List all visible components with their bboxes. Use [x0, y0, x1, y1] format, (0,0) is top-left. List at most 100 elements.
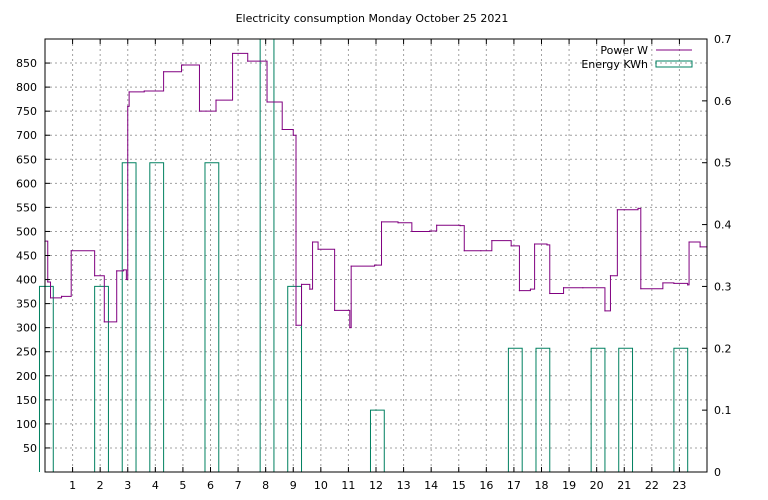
power-point — [247, 60, 249, 62]
power-point — [292, 134, 294, 136]
power-point — [688, 241, 690, 243]
power-point — [123, 269, 125, 271]
x-tick-label: 18 — [535, 479, 549, 492]
y-tick-label: 200 — [16, 370, 37, 383]
x-tick-label: 4 — [152, 479, 159, 492]
x-tick-label: 10 — [314, 479, 328, 492]
power-point — [198, 110, 201, 112]
energy-bar — [590, 347, 606, 472]
legend-swatch-energy — [655, 60, 693, 68]
y-tick-label: 400 — [16, 274, 37, 287]
x-tick-label: 16 — [479, 479, 493, 492]
power-point — [215, 99, 217, 101]
power-point — [180, 64, 183, 66]
y2-tick-label: 0.1 — [714, 404, 732, 417]
power-point — [103, 321, 105, 323]
x-tick-label: 5 — [179, 479, 186, 492]
x-tick-label: 21 — [617, 479, 631, 492]
power-point — [266, 101, 268, 103]
x-tick-label: 7 — [235, 479, 242, 492]
energy-bar — [121, 162, 137, 472]
power-point — [350, 265, 352, 267]
energy-bar — [507, 347, 523, 472]
power-point — [231, 52, 234, 55]
y2-tick-label: 0.3 — [714, 280, 732, 293]
power-point — [609, 275, 612, 277]
y-tick-label: 450 — [16, 250, 37, 263]
energy-bar — [204, 162, 220, 472]
y-tick-label: 800 — [16, 81, 37, 94]
power-point — [436, 224, 438, 226]
power-point — [94, 275, 96, 277]
power-point — [562, 287, 565, 289]
x-tick-label: 22 — [645, 479, 659, 492]
y2-tick-label: 0 — [714, 466, 721, 479]
power-point — [637, 207, 639, 209]
power-point — [616, 209, 618, 211]
energy-bar — [618, 347, 634, 472]
power-point — [529, 288, 532, 290]
y-tick-label: 350 — [16, 298, 37, 311]
power-point — [673, 282, 675, 285]
legend-label-power: Power W — [600, 44, 648, 57]
energy-bar — [369, 409, 385, 472]
x-tick-label: 3 — [124, 479, 131, 492]
power-point — [281, 128, 283, 131]
power-point — [127, 105, 129, 107]
power-point — [397, 222, 399, 224]
energy-bar — [38, 285, 54, 472]
power-point — [309, 288, 311, 290]
x-tick-label: 14 — [424, 479, 438, 492]
x-tick-label: 17 — [507, 479, 521, 492]
power-point — [699, 246, 701, 248]
energy-bar — [673, 347, 689, 472]
energy-bar — [94, 285, 109, 472]
y-tick-label: 150 — [16, 394, 37, 407]
power-point — [311, 241, 314, 243]
x-tick-label: 23 — [672, 479, 686, 492]
power-point — [47, 281, 49, 283]
power-point — [510, 245, 512, 247]
y-tick-label: 850 — [16, 57, 37, 70]
power-point — [300, 283, 303, 285]
axis-layer: 1 2 3 4 5 6 7 8 9 10 11 12 13 14 15 16 17 18 19 20 21 22 23501… — [16, 33, 732, 492]
power-point — [582, 287, 584, 289]
y2-tick-label: 0.5 — [714, 157, 732, 170]
x-tick-label: 8 — [262, 479, 269, 492]
power-point — [49, 297, 52, 299]
x-tick-label: 6 — [207, 479, 214, 492]
x-tick-label: 15 — [452, 479, 466, 492]
power-point — [374, 264, 376, 266]
y-tick-label: 100 — [16, 418, 37, 431]
power-point — [480, 250, 482, 252]
x-tick-label: 9 — [290, 479, 297, 492]
power-point — [640, 288, 642, 290]
x-tick-label: 2 — [97, 479, 104, 492]
x-tick-label: 13 — [397, 479, 411, 492]
power-point — [116, 270, 118, 272]
power-point — [143, 90, 145, 92]
y-tick-label: 550 — [16, 201, 37, 214]
y-tick-label: 250 — [16, 346, 37, 359]
power-point — [604, 310, 606, 312]
power-point — [163, 71, 165, 73]
power-series-layer — [44, 52, 708, 329]
x-tick-label: 11 — [341, 479, 355, 492]
legend-label-energy: Energy KWh — [581, 58, 648, 71]
power-point — [534, 243, 536, 245]
y2-tick-label: 0.7 — [714, 33, 732, 46]
y2-tick-label: 0.4 — [714, 219, 732, 232]
y-tick-label: 500 — [16, 225, 37, 238]
energy-bar — [149, 162, 165, 472]
y-tick-label: 300 — [16, 322, 37, 335]
y-tick-label: 650 — [16, 153, 37, 166]
power-point — [60, 295, 63, 297]
y-tick-label: 700 — [16, 129, 37, 142]
power-point — [429, 230, 431, 232]
power-point — [295, 324, 297, 326]
power-point — [549, 292, 551, 295]
power-point — [128, 91, 130, 93]
legend: Power W Energy KWh — [581, 44, 693, 71]
